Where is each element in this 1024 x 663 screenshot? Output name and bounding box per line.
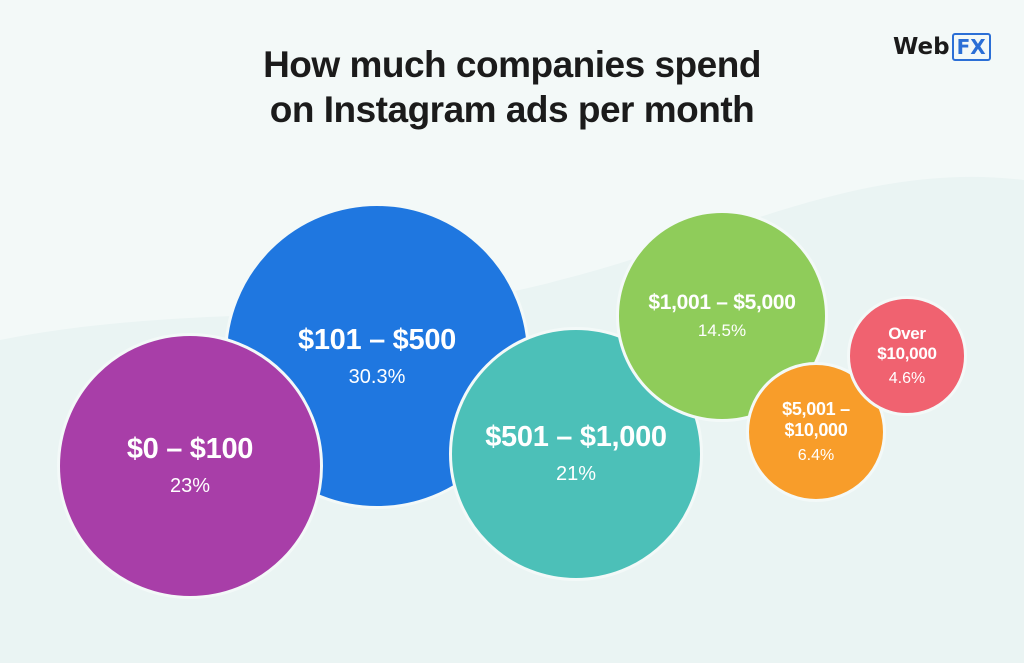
webfx-logo: Web FX xyxy=(893,32,991,62)
bubble-value: 21% xyxy=(555,463,596,486)
bubble-label: Over $10,000 xyxy=(877,323,937,363)
bubble-label: $5,001 – $10,000 xyxy=(782,398,850,440)
chart-title-line-2: on Instagram ads per month xyxy=(269,89,755,130)
bubble-label: $0 – $100 xyxy=(126,433,254,466)
bubble-1: $0 – $100 23% xyxy=(56,332,324,600)
logo-web-text: Web xyxy=(893,34,950,60)
bubble-value: 23% xyxy=(169,475,210,498)
bubble-value: 6.4% xyxy=(797,446,835,464)
chart-title-line-1: How much companies spend xyxy=(263,44,761,85)
bubble-label: $1,001 – $5,000 xyxy=(648,290,796,314)
bubble-6: Over $10,000 4.6% xyxy=(847,296,967,416)
bubble-label: $501 – $1,000 xyxy=(485,421,667,454)
bubble-value: 14.5% xyxy=(697,320,747,340)
logo-fx-text: FX xyxy=(951,33,991,61)
bubble-value: 30.3% xyxy=(348,365,406,388)
bubble-value: 4.6% xyxy=(888,369,926,387)
bubble-label: $101 – $500 xyxy=(298,323,456,356)
chart-title: How much companies spend on Instagram ad… xyxy=(112,42,912,132)
